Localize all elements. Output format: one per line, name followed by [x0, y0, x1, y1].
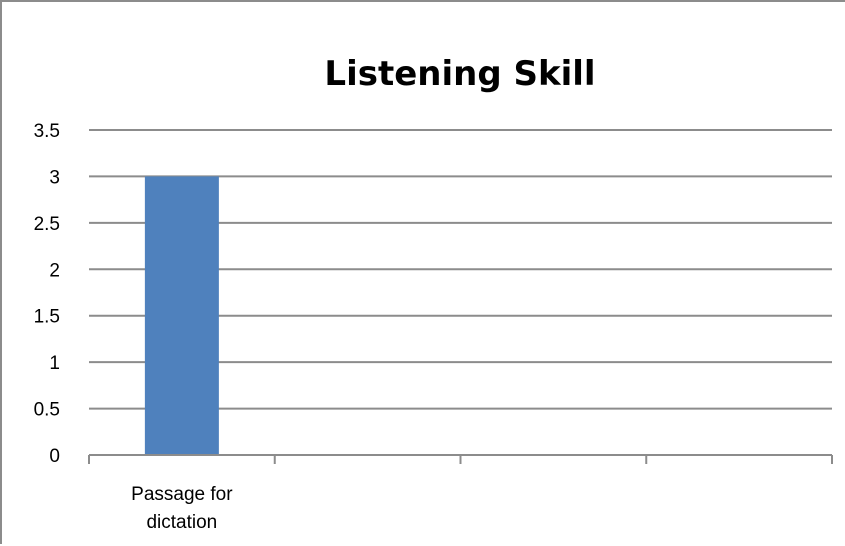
y-tick-label: 0.5 [34, 400, 60, 421]
y-tick-label: 3 [49, 167, 60, 188]
y-tick-label: 1.5 [34, 307, 60, 328]
y-tick-label: 3.5 [34, 121, 60, 142]
chart-title: Listening Skill [324, 54, 595, 94]
x-tick-label-line: dictation [146, 512, 217, 533]
y-tick-label: 0 [49, 446, 60, 467]
bars [144, 176, 219, 455]
y-tick-label: 1 [49, 353, 60, 374]
x-axis [88, 454, 833, 464]
y-tick-label: 2.5 [34, 214, 60, 235]
bar [144, 176, 219, 455]
y-axis-tick-labels: 0 0.5 1 1.5 2 2.5 3 3.5 [34, 121, 60, 467]
x-tick-label-line: Passage for [131, 484, 233, 505]
x-axis-tick-labels: Passage for dictation [131, 484, 233, 533]
x-tick-label: Passage for dictation [131, 484, 233, 533]
y-tick-label: 2 [49, 260, 60, 281]
